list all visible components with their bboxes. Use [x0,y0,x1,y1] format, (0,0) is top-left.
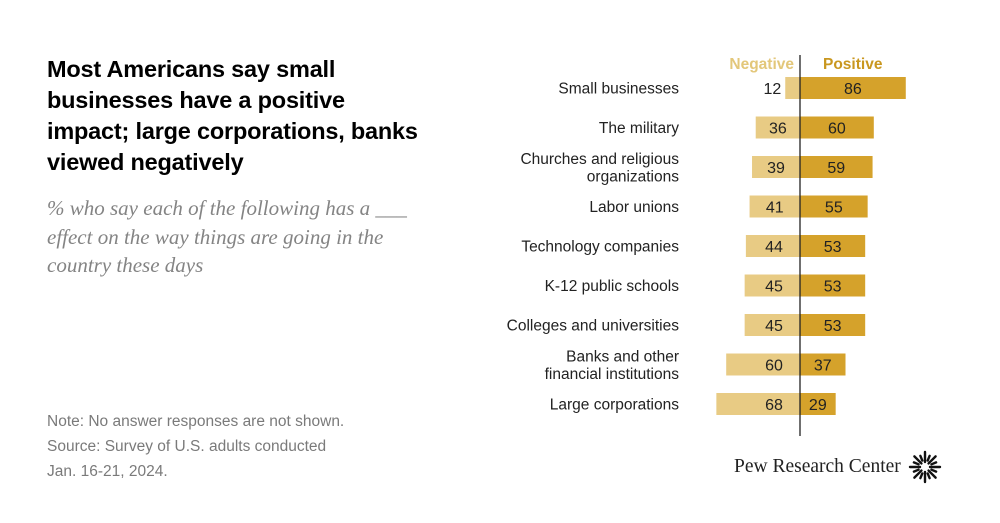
value-label-positive: 29 [809,397,827,414]
bar-negative [716,393,800,415]
value-label-positive: 53 [824,239,842,256]
sunburst-ray [926,472,931,480]
bar-negative [785,77,800,99]
bar-positive [800,77,906,99]
category-label: Small businesses [558,81,679,98]
bar-positive [800,314,866,336]
source-line: Source: Survey of U.S. adults conducted [47,438,327,455]
sunburst-ray [912,455,923,465]
value-label-negative: 45 [765,279,783,296]
category-label: K-12 public schools [545,278,680,295]
bar-positive [800,393,836,415]
pew-logo: Pew Research Center [734,450,942,484]
bar-positive [800,235,866,257]
chart-subtitle: % who say each of the following has a __… [47,196,407,277]
date-line: Jan. 16-21, 2024. [47,463,168,480]
value-label-positive: 37 [814,358,832,375]
category-label: Technology companies [521,239,679,256]
bar-negative [752,156,800,178]
logo-text: Pew Research Center [734,456,901,477]
category-label: Large corporations [550,397,679,414]
chart-note: Note: No answer responses are not shown.… [47,409,427,484]
value-label-negative: 12 [763,81,781,98]
sunburst-ray [930,461,938,466]
sunburst-icon [908,450,941,484]
sunburst-ray [918,472,924,480]
value-label-negative: 41 [766,200,784,217]
bar-negative [744,314,800,336]
value-label-negative: 36 [769,121,787,138]
sunburst-ray [912,461,920,466]
value-label-positive: 55 [825,200,843,217]
value-label-negative: 60 [765,358,783,375]
chart-title: Most Americans say small businesses have… [47,56,418,175]
category-label: Labor unions [589,199,679,216]
value-label-positive: 60 [828,121,846,138]
sunburst-ray [918,454,924,462]
category-label: The military [599,120,679,137]
value-label-positive: 53 [824,279,842,296]
note-line: Note: No answer responses are not shown. [47,413,345,430]
sunburst-ray [912,468,920,473]
bar-positive [800,116,874,139]
value-label-positive: 59 [827,160,845,177]
value-label-positive: 53 [824,318,842,335]
sunburst-ray [926,454,931,462]
value-label-positive: 86 [844,81,862,98]
category-label: Churches and religious organizations [520,151,679,186]
legend-positive: Positive [823,56,883,73]
bar-negative [749,195,800,218]
value-label-negative: 44 [765,239,783,256]
sunburst-ray [927,469,937,479]
sunburst-ray [912,469,923,479]
sunburst-ray [927,455,937,465]
value-label-negative: 45 [765,318,783,335]
bar-positive [800,195,868,218]
bar-positive [800,156,873,178]
bar-negative [726,353,800,376]
sunburst-ray [930,468,938,473]
category-label: Colleges and universities [507,318,680,335]
value-label-negative: 39 [767,160,785,177]
bar-negative [745,235,800,257]
bar-negative [744,274,800,297]
bar-positive [800,353,846,376]
bar-negative [755,116,800,139]
value-label-negative: 68 [765,397,783,414]
legend-negative: Negative [729,56,794,73]
bar-positive [800,274,866,297]
category-label: Banks and other financial institutions [545,349,680,384]
